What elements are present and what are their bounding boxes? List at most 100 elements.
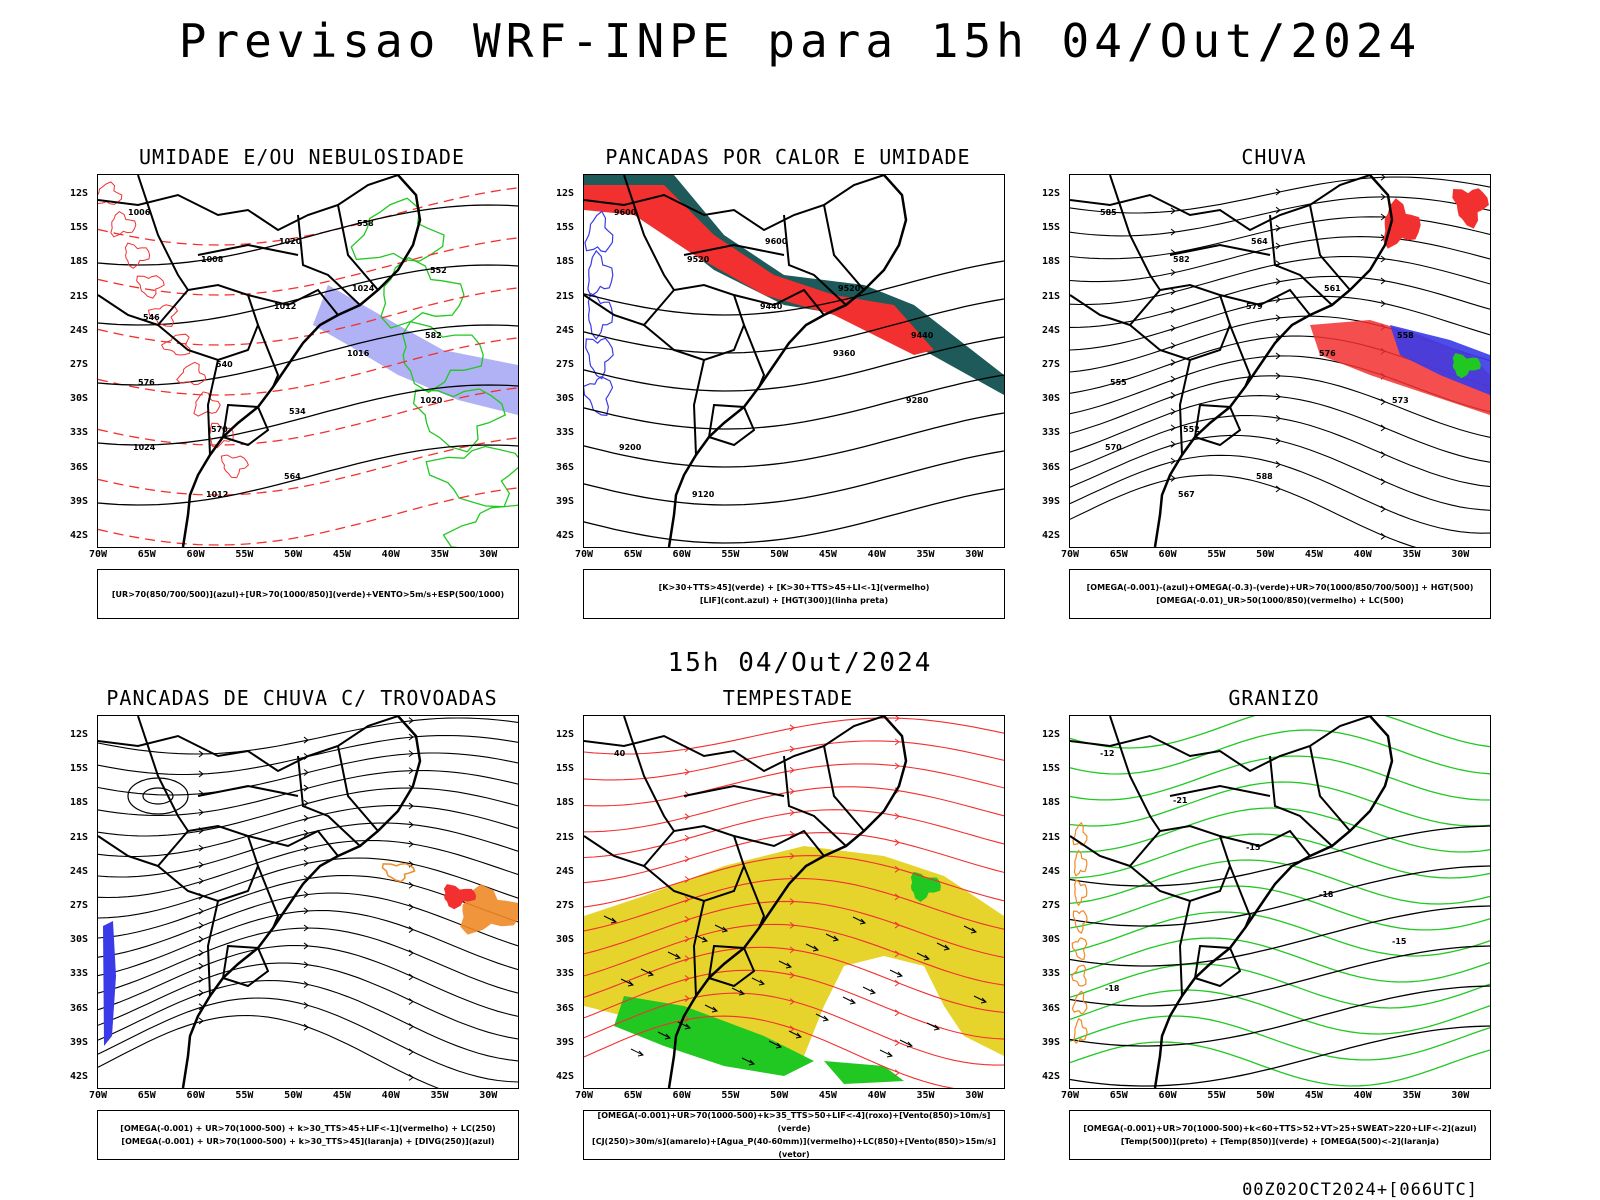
lat-tick-label: 36S bbox=[70, 461, 89, 473]
lon-tick-label: 35W bbox=[430, 549, 449, 560]
lon-tick-label: 40W bbox=[381, 549, 400, 560]
lat-tick-label: 36S bbox=[1042, 1002, 1061, 1014]
legend-line: [OMEGA(-0.001) + UR>70(1000-500) + k>30_… bbox=[120, 1124, 496, 1133]
contour-value-label: 1024 bbox=[133, 443, 156, 452]
lat-tick-label: 33S bbox=[556, 427, 575, 439]
contour-value-label: 1020 bbox=[279, 237, 302, 246]
lat-tick-label: 30S bbox=[1042, 393, 1061, 405]
lat-tick-label: 12S bbox=[556, 729, 575, 740]
lon-tick-label: 30W bbox=[479, 549, 498, 560]
map-plot: 585 582 579 576 573 570 567 564 561 558 555 552 588 bbox=[1070, 175, 1490, 547]
contour-value-label: 9600 bbox=[765, 237, 788, 246]
lon-tick-label: 70W bbox=[1061, 1090, 1080, 1101]
contour-value-label: 9600 bbox=[614, 208, 637, 217]
contour-value-label: 9520 bbox=[838, 284, 861, 293]
lon-tick-label: 60W bbox=[186, 1090, 205, 1101]
lat-tick-label: 21S bbox=[556, 831, 575, 843]
lat-tick-label: 30S bbox=[1042, 934, 1061, 946]
contour-value-label: 576 bbox=[1319, 349, 1336, 358]
lon-tick-label: 35W bbox=[916, 1090, 935, 1101]
contour-value-label: 585 bbox=[1100, 208, 1117, 217]
lat-tick-label: 33S bbox=[70, 968, 89, 980]
lon-tick-label: 45W bbox=[1304, 1090, 1323, 1101]
contour-value-label: 564 bbox=[1251, 237, 1268, 246]
lon-tick-label: 55W bbox=[235, 1090, 254, 1101]
lon-tick-label: 55W bbox=[235, 549, 254, 560]
panel-title: GRANIZO bbox=[1228, 686, 1320, 710]
panel-legend: [OMEGA(-0.001) + UR>70(1000-500) + k>30_… bbox=[97, 1110, 519, 1160]
map-panel-2: PANCADAS POR CALOR E UMIDADE 12S 15S 18S 21S… bbox=[548, 145, 1028, 645]
lon-tick-label: 55W bbox=[721, 549, 740, 560]
lat-tick-label: 33S bbox=[556, 968, 575, 980]
map-panel-6: GRANIZO 12S 15S 18S 21S 24S 27S 30S 33S 36S 39S 42S… bbox=[1034, 686, 1514, 1186]
lon-tick-label: 60W bbox=[672, 1090, 691, 1101]
contour-value-label: 1008 bbox=[201, 255, 224, 264]
lat-tick-label: 27S bbox=[70, 359, 89, 370]
contour-value-label: 564 bbox=[284, 472, 301, 481]
lon-tick-label: 40W bbox=[867, 549, 886, 560]
map-panel-1: UMIDADE E/OU NEBULOSIDADE 12S 15S 18S 21S 24S… bbox=[62, 145, 542, 645]
lat-tick-label: 33S bbox=[1042, 427, 1061, 439]
lon-tick-label: 45W bbox=[818, 1090, 837, 1101]
lon-tick-label: 70W bbox=[89, 549, 108, 560]
lon-tick-label: 50W bbox=[1256, 1090, 1275, 1101]
lat-tick-label: 27S bbox=[1042, 900, 1061, 911]
lon-tick-label: 70W bbox=[575, 549, 594, 560]
contour-value-label: 546 bbox=[143, 313, 160, 322]
contour-value-label: -15 bbox=[1246, 843, 1261, 852]
contour-value-label: -12 bbox=[1100, 749, 1114, 758]
lat-tick-label: 42S bbox=[1042, 530, 1061, 541]
map-panel-4: PANCADAS DE CHUVA C/ TROVOADAS 12S 15S 18S 2… bbox=[62, 686, 542, 1186]
lat-tick-label: 24S bbox=[556, 865, 575, 877]
panel-legend: [OMEGA(-0.001)+UR>70(1000-500)+k<60+TTS>… bbox=[1069, 1110, 1491, 1160]
lat-tick-label: 15S bbox=[556, 222, 575, 234]
contour-value-label: 9440 bbox=[760, 302, 783, 311]
lon-tick-label: 65W bbox=[623, 1090, 642, 1101]
lat-tick-label: 42S bbox=[1042, 1071, 1061, 1082]
lon-tick-label: 60W bbox=[1158, 549, 1177, 560]
lat-tick-label: 30S bbox=[70, 393, 89, 405]
lon-tick-label: 35W bbox=[430, 1090, 449, 1101]
lat-tick-label: 27S bbox=[1042, 359, 1061, 370]
lat-tick-label: 36S bbox=[1042, 461, 1061, 473]
lat-tick-label: 33S bbox=[70, 427, 89, 439]
lon-tick-label: 60W bbox=[1158, 1090, 1177, 1101]
lat-tick-label: 24S bbox=[556, 324, 575, 336]
lat-tick-label: 12S bbox=[1042, 188, 1061, 199]
map-plot: -12 -21 -15 -18 -15 -18 bbox=[1070, 716, 1490, 1088]
lat-tick-label: 15S bbox=[556, 763, 575, 775]
contour-value-label: 1020 bbox=[420, 396, 443, 405]
map-plot: 9600 9520 9440 9360 9280 9200 9120 9600 9520 9440 bbox=[584, 175, 1004, 547]
legend-line: [UR>70(850/700/500)](azul)+[UR>70(1000/8… bbox=[111, 589, 505, 599]
lon-tick-label: 55W bbox=[721, 1090, 740, 1101]
lat-tick-label: 15S bbox=[1042, 222, 1061, 234]
lon-tick-label: 55W bbox=[1207, 1090, 1226, 1101]
contour-value-label: 1012 bbox=[274, 302, 296, 311]
lat-tick-label: 42S bbox=[70, 1071, 89, 1082]
contour-value-label: 558 bbox=[357, 219, 374, 228]
lat-tick-label: 24S bbox=[70, 324, 89, 336]
lon-tick-label: 35W bbox=[916, 549, 935, 560]
map-canvas bbox=[97, 715, 519, 1089]
legend-line: [OMEGA(-0.01)_UR>50(1000/850)(vermelho) … bbox=[1156, 596, 1404, 605]
lon-tick-label: 60W bbox=[672, 549, 691, 560]
contour-value-label: -18 bbox=[1105, 984, 1120, 993]
lon-tick-label: 60W bbox=[186, 549, 205, 560]
map-plot bbox=[98, 716, 518, 1088]
legend-line: [Temp(500)](preto) + [Temp(850)](verde) … bbox=[1120, 1137, 1440, 1146]
lat-tick-label: 36S bbox=[556, 461, 575, 473]
contour-value-label: -15 bbox=[1392, 937, 1407, 946]
lat-tick-label: 39S bbox=[70, 495, 89, 507]
contour-value-label: 588 bbox=[1256, 472, 1273, 481]
contour-value-label: 582 bbox=[1173, 255, 1190, 264]
contour-value-label: 9120 bbox=[692, 490, 715, 499]
lon-tick-label: 65W bbox=[1109, 549, 1128, 560]
lat-tick-label: 27S bbox=[556, 359, 575, 370]
contour-value-label: 558 bbox=[1397, 331, 1414, 340]
lat-tick-label: 15S bbox=[1042, 763, 1061, 775]
contour-value-label: 570 bbox=[1105, 443, 1122, 452]
lat-tick-label: 18S bbox=[556, 256, 575, 268]
lon-tick-label: 40W bbox=[867, 1090, 886, 1101]
lon-tick-label: 30W bbox=[965, 1090, 984, 1101]
panel-title: TEMPESTADE bbox=[722, 686, 854, 710]
